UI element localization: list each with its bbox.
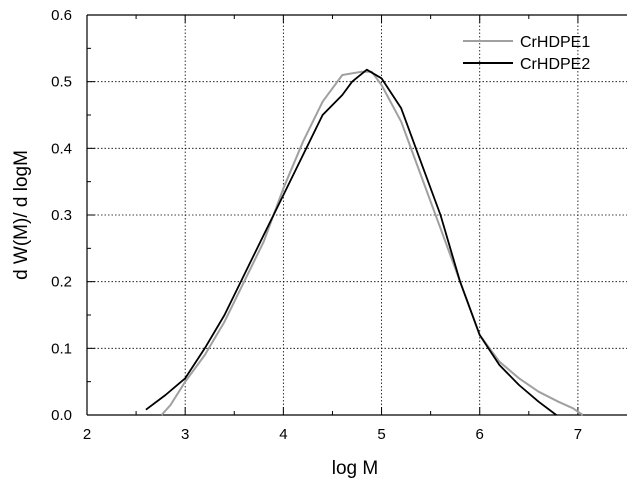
y-tick-label: 0.6 — [51, 7, 72, 24]
y-tick-label: 0.1 — [51, 340, 72, 357]
y-tick-label: 0.0 — [51, 407, 72, 424]
y-tick-label: 0.5 — [51, 74, 72, 91]
series-line-crhdpe2 — [145, 68, 557, 416]
x-tick-label: 4 — [279, 426, 287, 443]
series-line-crhdpe1 — [160, 70, 584, 416]
y-tick-label: 0.3 — [51, 207, 72, 224]
x-axis-title: log M — [332, 458, 378, 479]
x-tick-label: 2 — [83, 426, 91, 443]
y-tick-label: 0.2 — [51, 274, 72, 291]
y-axis-title: d W(M)/ d logM — [11, 150, 32, 280]
legend-label-crhdpe1: CrHDPE1 — [520, 34, 590, 51]
x-tick-label: 6 — [476, 426, 484, 443]
legend-label-crhdpe2: CrHDPE2 — [520, 56, 590, 73]
x-tick-label: 3 — [181, 426, 189, 443]
y-tick-label: 0.4 — [51, 140, 72, 157]
x-tick-label: 5 — [377, 426, 385, 443]
x-tick-label: 7 — [574, 426, 582, 443]
